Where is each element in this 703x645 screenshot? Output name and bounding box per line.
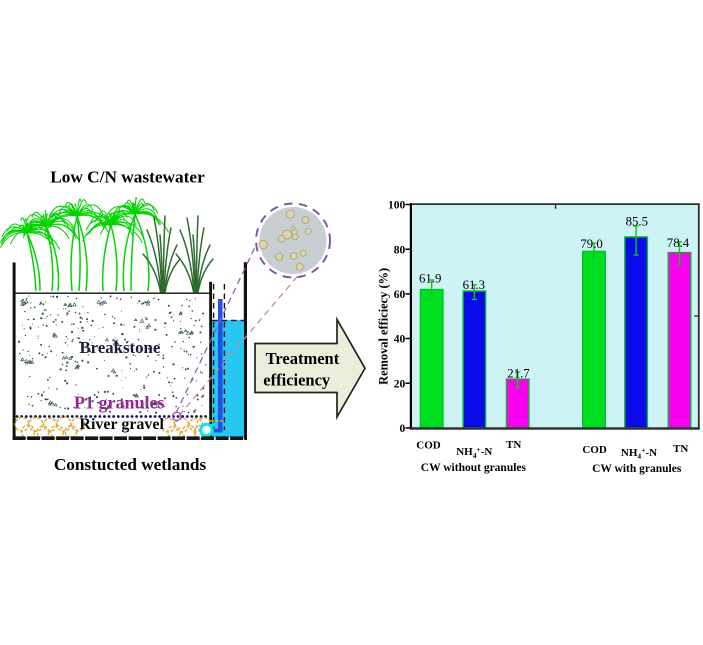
svg-text:Removal efficiecy (%): Removal efficiecy (%) [377, 268, 391, 385]
svg-text:85.5: 85.5 [626, 215, 648, 229]
svg-text:20: 20 [394, 378, 406, 390]
svg-text:CW without granules: CW without granules [421, 462, 527, 474]
svg-text:0: 0 [400, 423, 406, 435]
svg-text:efficiency: efficiency [263, 371, 331, 390]
svg-text:COD: COD [416, 440, 441, 452]
svg-text:80: 80 [394, 244, 406, 256]
svg-text:P1 granules: P1 granules [74, 392, 165, 412]
svg-text:79.0: 79.0 [580, 237, 602, 251]
svg-text:21.7: 21.7 [507, 366, 530, 380]
svg-text:TN: TN [673, 443, 688, 455]
svg-text:River gravel: River gravel [79, 416, 164, 433]
svg-text:NH4+-N: NH4+-N [621, 446, 657, 461]
svg-text:TN: TN [506, 439, 521, 451]
svg-text:CW with granules: CW with granules [592, 463, 682, 475]
svg-text:COD: COD [582, 444, 607, 456]
svg-text:Constucted wetlands: Constucted wetlands [54, 455, 207, 474]
svg-text:Breakstone: Breakstone [79, 338, 160, 357]
svg-text:60: 60 [394, 289, 406, 301]
svg-text:Treatment: Treatment [266, 349, 340, 368]
svg-text:78.4: 78.4 [667, 236, 690, 250]
svg-text:61.3: 61.3 [463, 278, 485, 292]
svg-text:40: 40 [394, 334, 406, 346]
svg-text:61.9: 61.9 [419, 272, 441, 286]
svg-text:NH4+-N: NH4+-N [456, 445, 492, 460]
svg-text:100: 100 [388, 200, 406, 212]
svg-text:Low C/N wastewater: Low C/N wastewater [50, 167, 205, 186]
